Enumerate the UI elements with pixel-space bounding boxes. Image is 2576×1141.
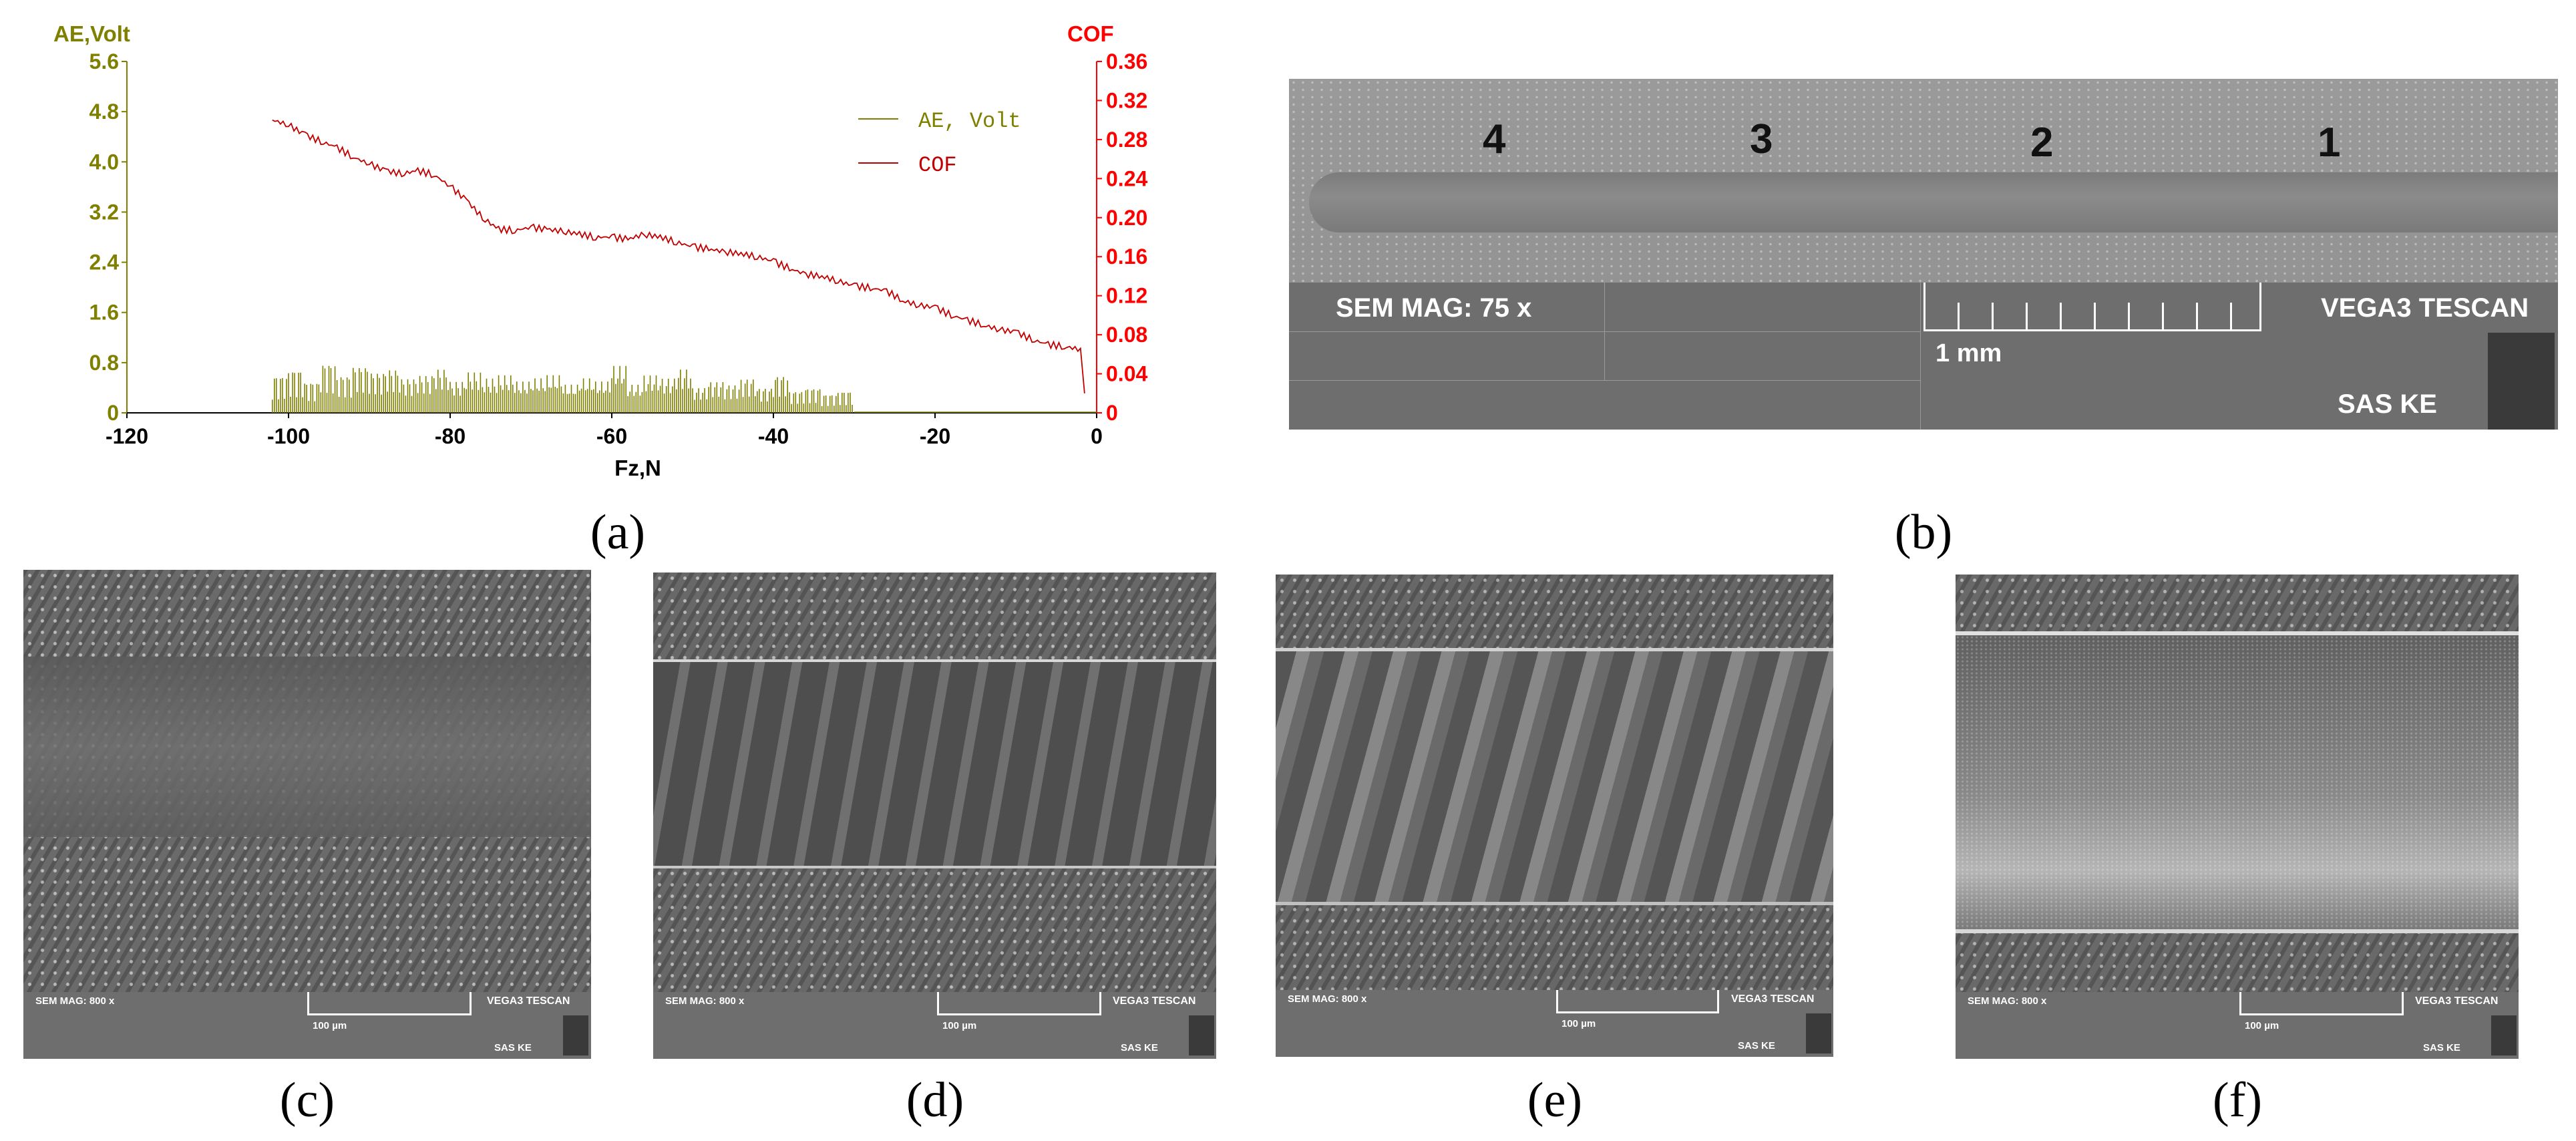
chart-tick-labels: -120 -100 -80 -60 -40 -20 000.81.62.43.24.04.8… [89,49,1148,448]
lab-e: SAS KE [1738,1040,1775,1051]
right-tick-label: 0 [1106,401,1118,425]
sem-image-d: SEM MAG: 800 x 100 µm VEGA3 TESCAN SAS K… [653,573,1216,1059]
x-axis-title: Fz,N [614,456,661,480]
caption-d: (d) [906,1073,964,1128]
series-ae-volt [272,365,853,413]
right-tick-label: 0.16 [1106,244,1147,269]
right-tick-label: 0.32 [1106,88,1147,112]
lab-d: SAS KE [1121,1042,1158,1053]
brand-e: VEGA3 TESCAN [1731,993,1815,1005]
tescan-logo-d [1189,1015,1214,1055]
left-tick-label: 2.4 [89,251,120,275]
track-label-2: 2 [2030,120,2054,166]
lab-f: SAS KE [2423,1042,2460,1053]
sem-mag-e: SEM MAG: 800 x [1288,993,1367,1005]
right-axis-title: COF [1067,21,1114,46]
scale-bar-b [1923,283,2261,331]
left-tick-label: 3.2 [89,200,119,224]
wear-track-f [1956,631,2519,933]
sem-micrograph-b [1289,79,2558,283]
caption-f: (f) [2213,1073,2262,1128]
ae-cof-chart: -120 -100 -80 -60 -40 -20 000.81.62.43.24.04.8… [53,21,1148,480]
caption-c: (c) [279,1073,335,1128]
brand-b: VEGA3 TESCAN [2321,293,2529,323]
scale-label-f: 100 µm [2245,1020,2279,1031]
brand-d: VEGA3 TESCAN [1113,995,1196,1007]
scale-bar-e [1556,990,1719,1013]
wear-track-c [23,657,591,837]
sem-info-bar-d: SEM MAG: 800 x 100 µm VEGA3 TESCAN SAS K… [653,992,1216,1059]
left-tick-label: 4.0 [89,150,119,174]
sem-mag-c: SEM MAG: 800 x [35,995,115,1007]
right-tick-label: 0.24 [1106,166,1147,190]
sem-info-bar-c: SEM MAG: 800 x 100 µm VEGA3 TESCAN SAS K… [23,992,591,1059]
sem-info-bar-b: SEM MAG: 75 x 1 mm VEGA3 TESCAN SAS KE [1289,283,2558,430]
tescan-logo-c [563,1015,588,1055]
caption-b: (b) [1894,505,1953,560]
scale-bar-c [307,992,472,1015]
series-cof [272,119,1085,393]
left-tick-label: 0 [107,401,119,425]
left-tick-label: 0.8 [89,351,119,375]
x-tick-label: -40 [758,424,789,448]
left-tick-label: 4.8 [89,100,119,124]
right-tick-label: 0.04 [1106,362,1147,386]
legend-label-cof: COF [918,153,957,178]
sem-info-bar-f: SEM MAG: 800 x 100 µm VEGA3 TESCAN SAS K… [1956,992,2519,1059]
legend-label-ae: AE, Volt [918,109,1021,134]
x-tick-label: -80 [435,424,466,448]
scale-label-d: 100 µm [942,1020,977,1031]
x-tick-label: -60 [596,424,627,448]
lab-c: SAS KE [494,1042,532,1053]
scale-label-c: 100 µm [313,1020,347,1031]
left-tick-label: 5.6 [89,49,119,73]
sem-mag-d: SEM MAG: 800 x [665,995,745,1007]
tescan-logo-e [1806,1013,1831,1053]
tescan-logo-f [2491,1015,2517,1055]
sem-micrograph-d [653,573,1216,992]
sem-image-b: 4 3 2 1 SEM MAG: 75 x 1 mm VEGA3 TESCAN … [1289,79,2558,430]
x-tick-label: -20 [920,424,950,448]
caption-a: (a) [590,505,646,560]
wear-track-d [653,659,1216,868]
tescan-logo-b [2488,333,2555,430]
sem-image-c: SEM MAG: 800 x 100 µm VEGA3 TESCAN SAS K… [23,570,591,1059]
brand-c: VEGA3 TESCAN [487,995,570,1007]
wear-track-e [1276,648,1833,905]
x-tick-label: 0 [1091,424,1103,448]
left-axis-title: AE,Volt [53,21,130,46]
right-tick-label: 0.36 [1106,49,1147,73]
right-tick-label: 0.08 [1106,323,1147,347]
sem-mag-b: SEM MAG: 75 x [1336,293,1532,323]
x-tick-label: -120 [106,424,148,448]
sem-micrograph-e [1276,575,1833,990]
right-tick-label: 0.28 [1106,128,1147,152]
caption-e: (e) [1527,1073,1583,1128]
track-label-4: 4 [1483,116,1506,162]
chart-series-group [272,119,1097,413]
sem-image-f: SEM MAG: 800 x 100 µm VEGA3 TESCAN SAS K… [1956,575,2519,1059]
scale-label-e: 100 µm [1561,1018,1596,1029]
scale-bar-d [937,992,1101,1015]
track-label-1: 1 [2318,120,2341,166]
sem-mag-f: SEM MAG: 800 x [1968,995,2047,1007]
brand-f: VEGA3 TESCAN [2415,995,2499,1007]
sem-image-e: SEM MAG: 800 x 100 µm VEGA3 TESCAN SAS K… [1276,575,1833,1057]
scale-label-b: 1 mm [1936,339,2002,367]
lab-b: SAS KE [2338,389,2437,419]
x-tick-label: -100 [267,424,310,448]
scale-bar-f [2239,992,2404,1015]
chart-legend: AE, Volt COF [858,109,1021,178]
track-label-3: 3 [1750,116,1773,162]
sem-micrograph-f [1956,575,2519,992]
left-tick-label: 1.6 [89,301,119,325]
right-tick-label: 0.20 [1106,206,1147,230]
right-tick-label: 0.12 [1106,284,1147,308]
sem-micrograph-c [23,570,591,992]
sem-info-bar-e: SEM MAG: 800 x 100 µm VEGA3 TESCAN SAS K… [1276,990,1833,1057]
wear-track-b [1309,172,2558,232]
